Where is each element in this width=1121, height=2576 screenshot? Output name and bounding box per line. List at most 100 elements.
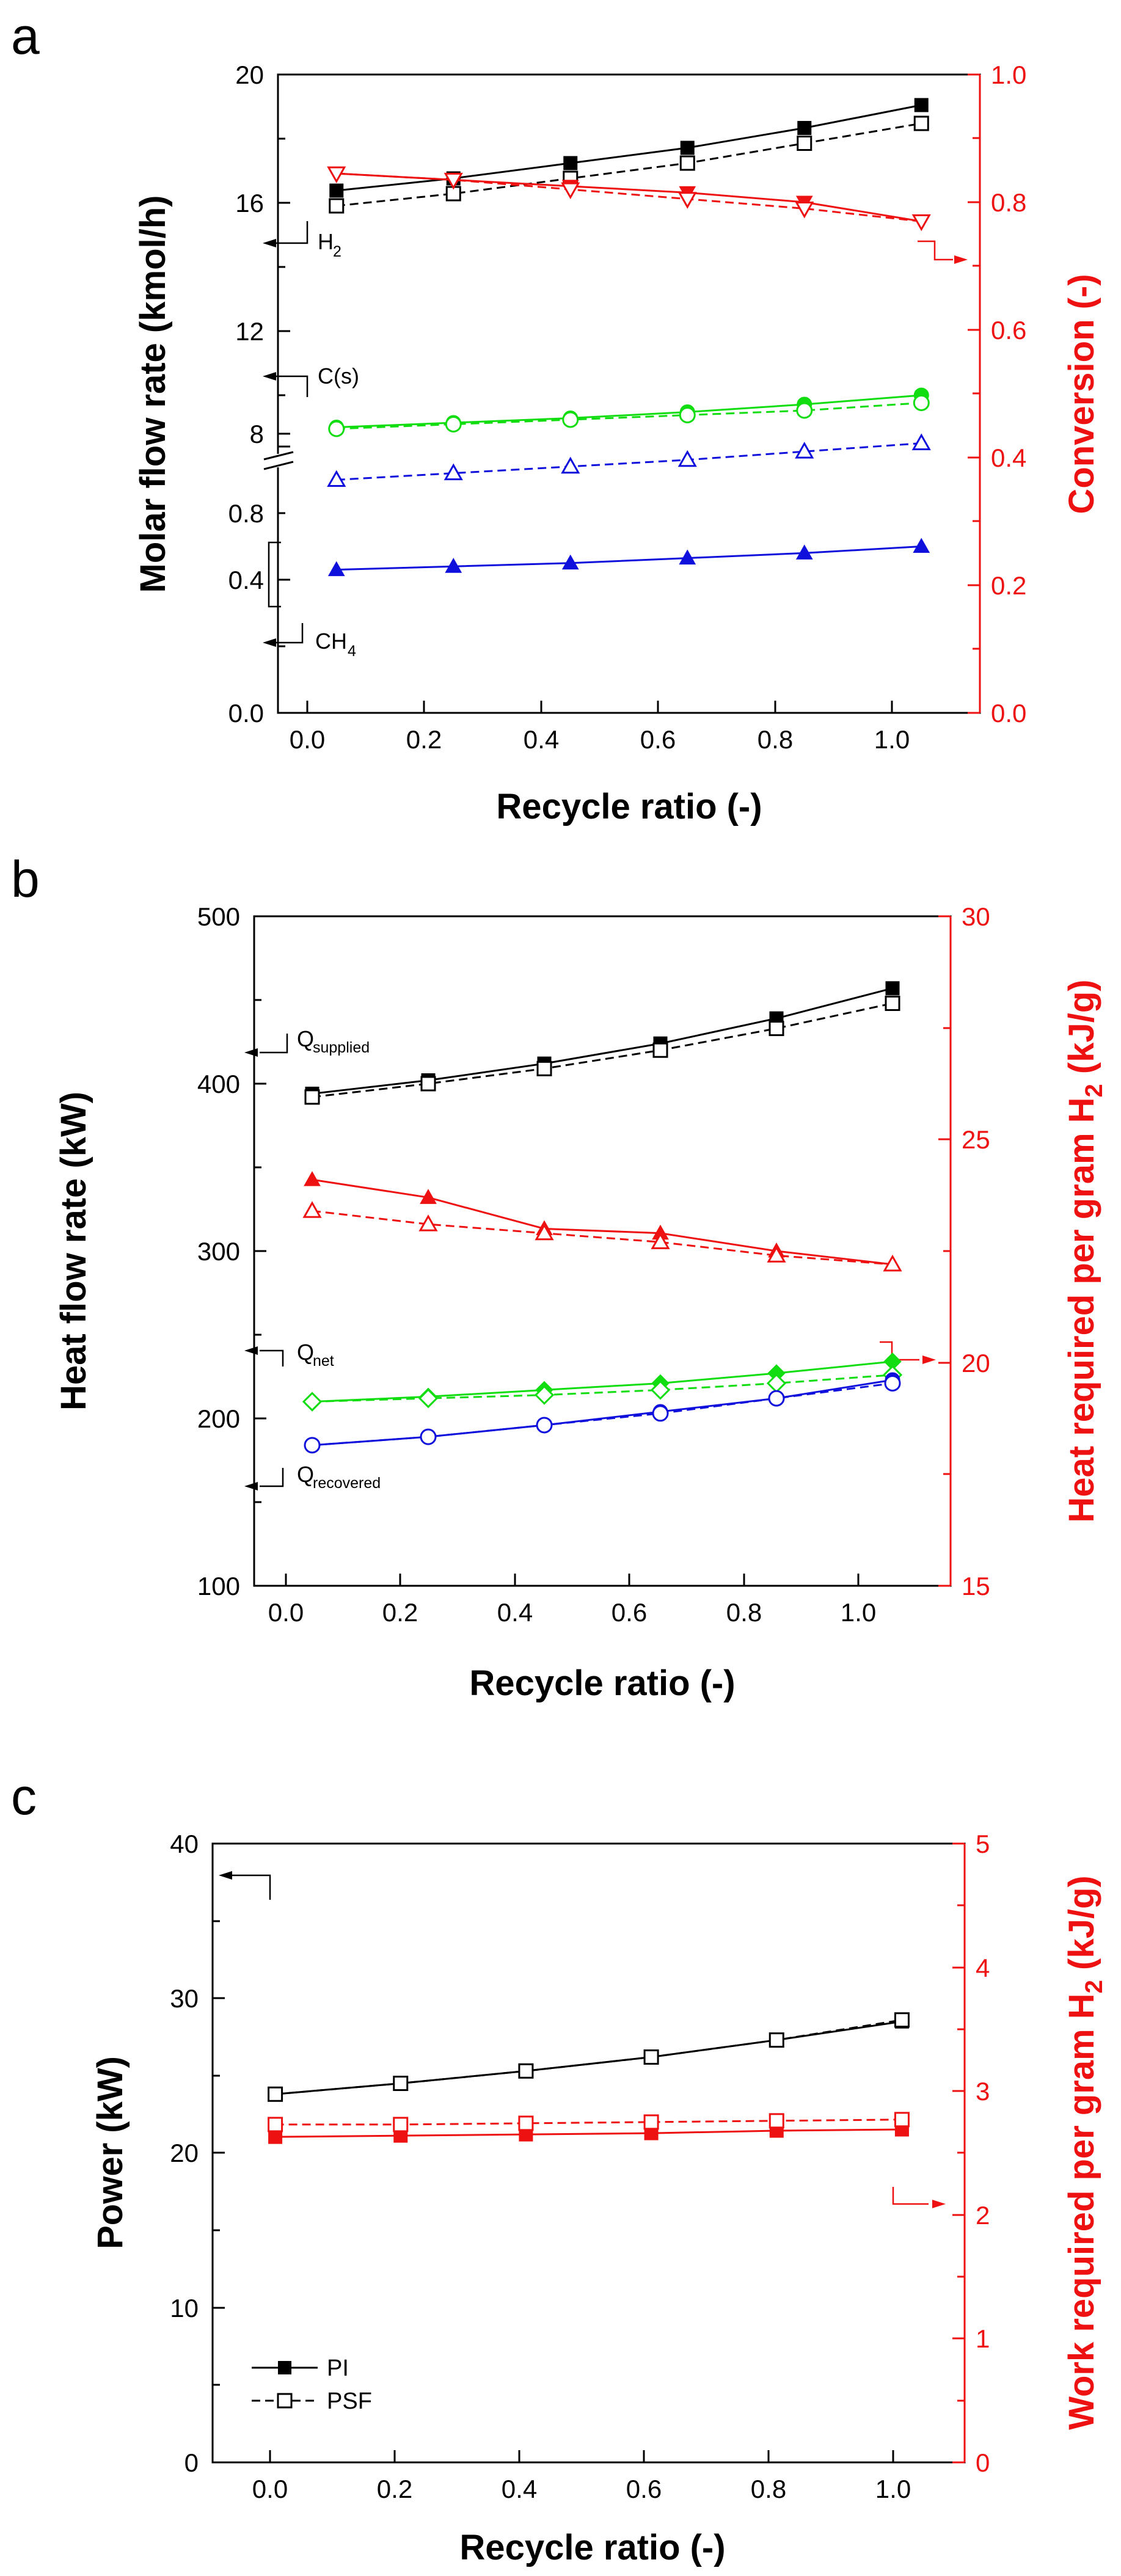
axis-break-mark-top [263, 451, 294, 461]
left-tick-label: 100 [197, 1572, 240, 1600]
right-axis-title-main: Heat required per gram H [1062, 1097, 1101, 1522]
x-axis-ticks-a [306, 701, 893, 713]
right-tick-label: 0.2 [991, 571, 1026, 600]
series-label-q-recovered: Q recovered [244, 1462, 381, 1492]
x-tick-label: 0.8 [726, 1598, 762, 1627]
right-tick-label: 20 [962, 1349, 990, 1377]
data-point [679, 155, 695, 171]
series-line [336, 402, 922, 430]
plot-area-c [268, 2012, 910, 2144]
right-tick-label: 0.6 [991, 316, 1026, 345]
right-tick-label: 1 [976, 2324, 990, 2353]
data-point [883, 1254, 902, 1272]
series-label-q-net: Q net [244, 1340, 334, 1370]
data-point [268, 2117, 283, 2133]
series-conversion-psf [327, 166, 931, 232]
data-point [420, 1428, 437, 1445]
x-tick-label: 0.8 [751, 2475, 786, 2503]
data-point [651, 1232, 670, 1249]
right-tick-label: 5 [976, 1830, 990, 1858]
series-power-pi [268, 2014, 909, 2101]
data-point [445, 416, 462, 432]
series-label-h2: H 2 [263, 221, 341, 260]
legend-label-psf: PSF [327, 2388, 372, 2414]
legend-item-psf: PSF [252, 2388, 372, 2414]
data-point [884, 1374, 901, 1392]
label-ch4: CH [315, 629, 347, 654]
plot-area-b [302, 981, 903, 1454]
right-axis-title: Conversion (-) [1062, 274, 1101, 514]
data-point [329, 198, 345, 214]
series-line [336, 545, 922, 571]
data-point [534, 1385, 555, 1405]
series-q-recovered-pi [304, 1372, 900, 1453]
data-point [885, 995, 900, 1011]
data-point [913, 115, 929, 131]
left-tick-label: 20 [170, 2139, 199, 2167]
left-tick-label: 400 [197, 1070, 240, 1098]
right-tick-label: 15 [962, 1572, 990, 1600]
right-tick-label: 1.0 [991, 60, 1026, 89]
data-point [268, 2086, 283, 2102]
data-point [327, 166, 346, 184]
left-tick-label: 16 [235, 189, 264, 217]
series-label-conversion [918, 240, 968, 264]
right-axis-title-sub: 2 [1081, 1980, 1108, 1993]
right-axis-title: Work required per gram H2 (kJ/g) [1062, 1875, 1108, 2430]
series-h2-psf [329, 115, 929, 214]
data-point [561, 456, 580, 474]
left-axis-ticks-a [278, 73, 290, 714]
right-axis-title-sub: 2 [1081, 1084, 1108, 1097]
series-power-psf [268, 2012, 910, 2102]
x-tick-label: 0.2 [406, 725, 442, 754]
series-label-power [219, 1871, 271, 1900]
x-tick-label: 0.4 [497, 1598, 533, 1627]
data-point [795, 442, 814, 459]
series-heat-per-gram-h2-psf [302, 1201, 902, 1272]
right-tick-label: 25 [962, 1125, 990, 1154]
data-point [535, 1223, 554, 1241]
panel-a: a 20 16 12 8 0.8 0.4 0.0 [11, 7, 1101, 826]
right-tick-label: 0 [976, 2448, 990, 2477]
data-point [797, 136, 812, 151]
x-tick-label: 0.2 [382, 1598, 418, 1627]
right-tick-label: 0.8 [991, 188, 1026, 217]
data-point [420, 1076, 436, 1092]
data-point [894, 2112, 910, 2128]
data-point [327, 561, 345, 577]
plot-frame-a [277, 73, 981, 714]
data-point [769, 2113, 784, 2129]
data-point [911, 433, 931, 451]
left-tick-label: 10 [170, 2294, 199, 2322]
right-tick-label: 0.4 [991, 443, 1026, 472]
data-point [796, 402, 813, 419]
series-conversion-pi [327, 167, 930, 230]
label-q-recovered-sub: recovered [313, 1475, 381, 1492]
data-point [393, 2117, 409, 2133]
label-cs: C(s) [318, 363, 359, 389]
series-line [275, 2020, 902, 2095]
x-tick-label: 0.6 [612, 1598, 647, 1627]
left-tick-label: 8 [250, 420, 264, 448]
series-label-work-per-gram [892, 2187, 946, 2208]
panel-letter-b: b [11, 850, 40, 908]
series-label-cs: C(s) [263, 363, 359, 397]
panel-c: c 40 30 20 10 0 [11, 1768, 1108, 2567]
right-axis-ticks-c [952, 1842, 965, 2464]
series-work-per-gram-h2-psf [268, 2112, 910, 2133]
panel-letter-a: a [11, 7, 40, 65]
data-point [677, 192, 697, 209]
legend-marker-psf [277, 2393, 293, 2409]
right-axis-title-end: (kJ/g) [1062, 1875, 1101, 1980]
data-point [795, 201, 814, 219]
data-point [769, 1021, 784, 1037]
x-tick-label: 0.4 [524, 725, 559, 754]
series-ch4-pi [327, 538, 930, 577]
data-point [913, 538, 930, 553]
left-tick-label: 12 [235, 317, 264, 346]
legend-label-pi: PI [327, 2355, 349, 2381]
data-point [679, 549, 696, 565]
series-q-net-psf [302, 1365, 903, 1412]
left-tick-label: 0.4 [228, 566, 264, 594]
series-line [312, 1178, 893, 1266]
